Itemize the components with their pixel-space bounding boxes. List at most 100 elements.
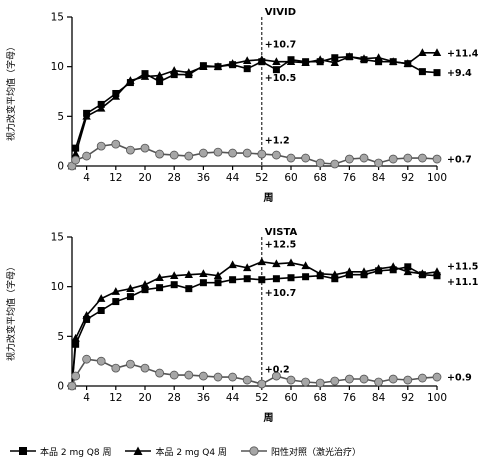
data-point-square	[272, 275, 280, 283]
value-annotation: +10.5	[265, 73, 296, 84]
data-point-circle	[184, 370, 194, 380]
data-point-square	[272, 66, 280, 74]
x-tick-label: 20	[138, 392, 151, 404]
data-point-triangle	[359, 54, 369, 63]
data-point-triangle	[140, 72, 150, 80]
x-tick-label: 92	[401, 172, 414, 184]
data-point-circle	[286, 153, 296, 163]
y-tick-label: 10	[51, 61, 64, 73]
data-point-circle	[184, 151, 194, 161]
y-tick-label: 5	[57, 111, 64, 123]
data-point-triangle	[257, 257, 266, 266]
data-point-triangle	[126, 76, 135, 84]
data-point-circle	[242, 148, 252, 158]
panel-title: VISTA	[265, 227, 298, 238]
y-tick-label: 0	[57, 161, 64, 173]
series-square	[68, 263, 441, 390]
data-point-circle	[417, 373, 427, 383]
data-point-circle	[242, 375, 252, 385]
data-point-circle	[111, 363, 121, 373]
data-point-square	[214, 279, 222, 287]
data-point-triangle	[228, 260, 237, 269]
data-point-circle	[169, 150, 179, 160]
x-tick-label: 12	[109, 172, 122, 184]
x-tick-label: 76	[343, 172, 357, 184]
data-point-circle	[374, 158, 384, 168]
data-point-square	[185, 285, 193, 293]
series-triangle	[67, 48, 442, 170]
data-point-triangle	[359, 267, 369, 276]
y-tick-label: 0	[57, 381, 64, 393]
data-point-triangle	[403, 59, 412, 67]
data-point-square	[170, 71, 178, 79]
series-circle	[67, 354, 442, 391]
data-point-triangle	[71, 333, 80, 342]
data-point-square	[170, 281, 178, 289]
data-point-triangle	[199, 62, 208, 70]
x-tick-label: 28	[168, 392, 181, 404]
panel-title: VIVID	[265, 7, 296, 18]
data-point-square	[229, 276, 237, 284]
value-annotation: +10.7	[265, 288, 296, 299]
data-point-triangle	[432, 267, 442, 276]
data-point-circle	[96, 141, 106, 151]
x-tick-label: 44	[226, 172, 240, 184]
data-point-square	[243, 275, 251, 283]
data-point-circle	[432, 372, 442, 382]
data-point-triangle	[345, 52, 354, 61]
x-tick-label: 100	[427, 392, 447, 404]
x-tick-label: 68	[314, 392, 327, 404]
data-point-square	[331, 275, 339, 283]
triangle-marker-icon	[125, 446, 152, 455]
x-tick-label: 44	[226, 392, 240, 404]
series-triangle	[67, 257, 442, 390]
chart-panel-vista: 0 5 10 15 4 12 20 28 36 44 52 60 68 76 84 92 100 周 视力改变平均值…	[5, 227, 478, 424]
data-point-circle	[155, 149, 165, 159]
data-point-triangle	[389, 57, 398, 65]
data-point-circle	[417, 153, 427, 163]
data-point-triangle	[403, 267, 412, 276]
data-point-triangle	[389, 262, 398, 271]
data-point-circle	[71, 371, 81, 381]
data-point-circle	[213, 147, 223, 157]
legend-label-q4: 本品 2 mg Q4 周	[155, 447, 227, 458]
legend-item-control: 阳性对照（激光治疗）	[240, 445, 361, 458]
data-point-square	[141, 286, 149, 294]
x-tick-label: 60	[284, 392, 297, 404]
data-point-triangle	[374, 264, 383, 273]
x-tick-label: 36	[197, 172, 211, 184]
data-point-triangle	[374, 53, 383, 62]
data-point-circle	[374, 377, 384, 387]
data-point-circle	[403, 153, 413, 163]
data-point-triangle	[272, 259, 281, 268]
data-point-circle	[198, 371, 208, 381]
data-point-triangle	[418, 269, 427, 278]
data-point-square	[243, 65, 251, 73]
value-annotation: +11.4	[447, 48, 479, 59]
data-point-circle	[301, 153, 311, 163]
x-tick-label: 60	[284, 172, 297, 184]
y-tick-label: 15	[51, 232, 64, 244]
circle-marker-icon	[240, 446, 267, 456]
data-point-triangle	[243, 56, 252, 65]
data-point-square	[433, 69, 441, 77]
data-point-square	[287, 274, 295, 282]
value-annotation: +0.7	[447, 155, 472, 166]
x-tick-label: 76	[343, 392, 357, 404]
data-point-square	[112, 298, 120, 306]
data-point-triangle	[243, 263, 252, 272]
series-square	[68, 53, 441, 170]
data-point-triangle	[199, 269, 208, 278]
data-point-square	[258, 276, 266, 284]
data-point-square	[418, 68, 426, 76]
data-point-triangle	[286, 258, 296, 267]
data-point-circle	[315, 158, 325, 168]
data-point-circle	[125, 359, 135, 369]
legend-item-q8: 本品 2 mg Q8 周	[10, 445, 111, 458]
data-point-triangle	[155, 71, 164, 79]
value-annotation: +9.4	[447, 68, 472, 79]
data-point-triangle	[330, 58, 339, 66]
x-tick-label: 52	[255, 172, 268, 184]
series-line	[71, 260, 438, 387]
